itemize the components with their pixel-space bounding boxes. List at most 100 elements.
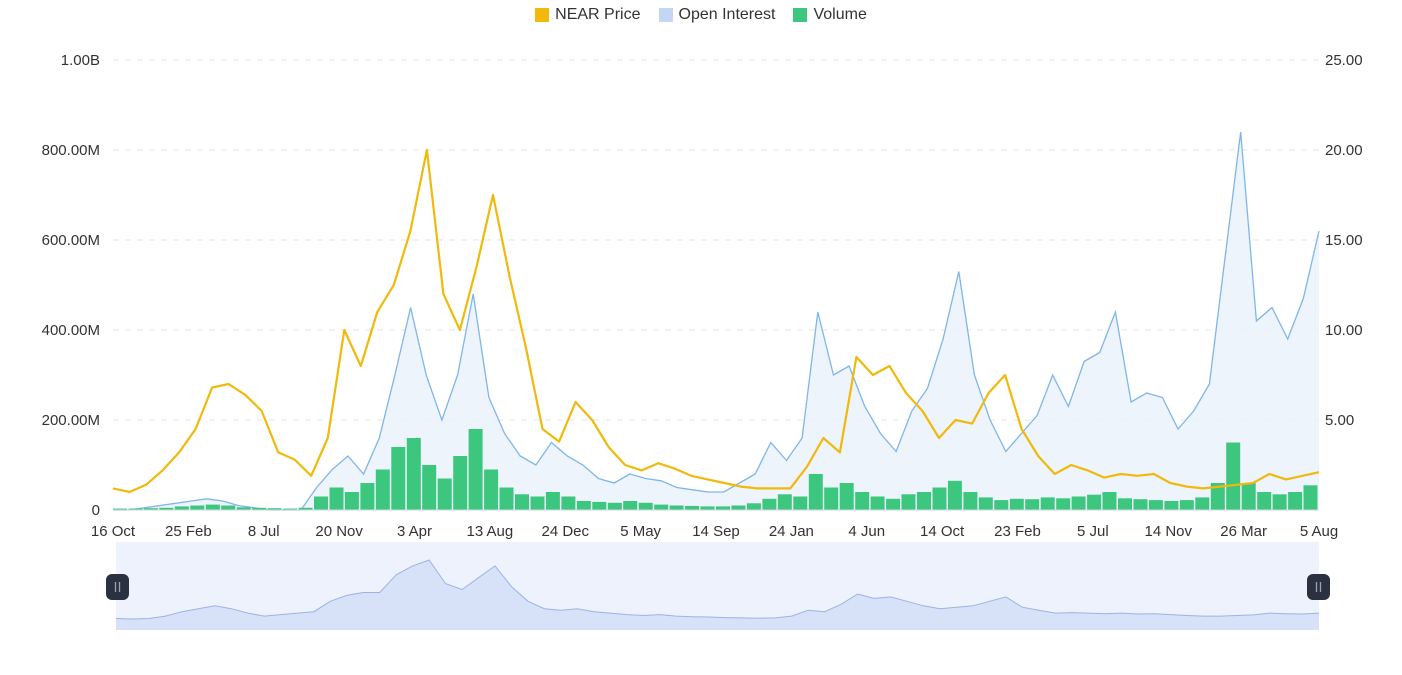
open-interest-area	[113, 132, 1319, 510]
volume-bar	[746, 503, 761, 511]
volume-bar	[298, 507, 313, 511]
volume-bar	[793, 496, 808, 510]
volume-bar	[406, 438, 421, 510]
legend-swatch-near-price	[535, 8, 550, 22]
left-axis-tick-label: 800.00M	[42, 142, 100, 159]
x-axis-tick-label: 25 Feb	[165, 523, 212, 540]
volume-bar	[190, 505, 205, 510]
volume-bar	[716, 506, 730, 510]
volume-bar	[484, 469, 499, 510]
volume-bar	[1148, 500, 1163, 510]
left-axis-tick-label: 0	[92, 502, 100, 519]
volume-bar	[855, 492, 870, 510]
right-axis-tick-label: 15.00	[1325, 232, 1363, 249]
x-axis-tick-label: 16 Oct	[91, 523, 136, 540]
volume-bar	[607, 502, 622, 510]
legend-swatch-open-interest	[658, 8, 673, 22]
legend-item-near-price[interactable]: NEAR Price	[535, 6, 641, 24]
x-axis-tick-label: 24 Dec	[541, 523, 589, 540]
volume-bar	[638, 502, 653, 510]
volume-bar	[932, 487, 947, 510]
volume-bar	[654, 504, 669, 510]
volume-bar	[1288, 492, 1303, 510]
volume-bar	[1257, 492, 1272, 510]
volume-bar	[947, 480, 962, 511]
right-axis-tick-label: 10.00	[1325, 322, 1363, 339]
volume-bar	[360, 483, 375, 510]
x-axis-tick-label: 5 Jul	[1077, 523, 1109, 540]
navigator-left-handle[interactable]	[106, 574, 129, 600]
x-axis-tick-label: 3 Apr	[397, 523, 432, 540]
volume-bar	[1102, 492, 1117, 510]
volume-bar	[515, 494, 529, 511]
x-axis-tick-label: 8 Jul	[248, 523, 280, 540]
volume-bar	[886, 498, 901, 511]
volume-bar	[1056, 498, 1071, 510]
volume-bar	[700, 506, 715, 510]
volume-bar	[283, 508, 298, 510]
navigator-right-handle[interactable]	[1307, 574, 1330, 600]
volume-bar	[267, 508, 282, 510]
volume-bar	[901, 494, 916, 511]
volume-bar	[468, 429, 483, 510]
volume-bar	[731, 505, 746, 510]
volume-bar	[808, 474, 823, 510]
volume-bar	[839, 483, 854, 510]
legend-label-near-price: NEAR Price	[555, 6, 641, 23]
chart-legend: NEAR Price Open Interest Volume	[0, 6, 1402, 24]
volume-bar	[870, 496, 885, 510]
volume-bar	[762, 498, 777, 511]
x-axis-tick-label: 23 Feb	[994, 523, 1041, 540]
volume-bar	[669, 505, 684, 510]
volume-bar	[824, 487, 839, 510]
legend-item-volume[interactable]: Volume	[793, 6, 867, 24]
x-axis-tick-label: 14 Nov	[1144, 523, 1192, 540]
x-axis-tick-label: 24 Jan	[769, 523, 814, 540]
volume-bar	[453, 456, 468, 510]
legend-label-open-interest: Open Interest	[678, 6, 776, 23]
right-axis-tick-label: 20.00	[1325, 142, 1363, 159]
volume-bar	[252, 507, 267, 511]
volume-bar	[329, 487, 344, 510]
volume-bar	[1133, 499, 1148, 510]
volume-bar	[1118, 498, 1132, 510]
open-interest-line	[113, 131, 1320, 511]
legend-label-volume: Volume	[813, 6, 867, 23]
volume-bar	[592, 501, 607, 510]
volume-bar	[994, 500, 1009, 510]
volume-bar	[1087, 494, 1102, 510]
volume-bar	[545, 492, 560, 510]
x-axis-tick-label: 5 Aug	[1300, 523, 1338, 540]
volume-bar	[437, 478, 452, 510]
x-axis-tick-label: 4 Jun	[848, 523, 885, 540]
left-axis-tick-label: 1.00B	[61, 52, 100, 69]
volume-bar	[128, 508, 143, 510]
volume-bar	[917, 492, 931, 510]
volume-bar	[422, 465, 437, 510]
volume-bar	[499, 487, 514, 510]
volume-bar	[623, 501, 638, 510]
navigator-line	[115, 559, 1320, 620]
volume-bar	[1303, 485, 1318, 511]
volume-bar	[777, 494, 792, 511]
volume-bar	[143, 508, 158, 510]
volume-bar	[159, 507, 174, 511]
volume-bar	[113, 508, 127, 510]
legend-item-open-interest[interactable]: Open Interest	[658, 6, 776, 24]
volume-bar	[314, 496, 328, 510]
volume-bar	[1241, 483, 1256, 510]
volume-bar	[1164, 501, 1179, 510]
volume-bar	[391, 447, 406, 510]
left-axis-tick-label: 600.00M	[42, 232, 100, 249]
x-axis-tick-label: 14 Sep	[692, 523, 740, 540]
right-axis-tick-label: 25.00	[1325, 52, 1363, 69]
volume-bar	[1009, 498, 1024, 511]
volume-bar	[375, 469, 390, 510]
volume-bar	[344, 492, 359, 510]
right-axis-tick-label: 5.00	[1325, 412, 1354, 429]
volume-bar	[1272, 494, 1287, 511]
volume-bar	[174, 506, 189, 510]
left-axis-tick-label: 200.00M	[42, 412, 100, 429]
navigator-area	[116, 560, 1319, 630]
